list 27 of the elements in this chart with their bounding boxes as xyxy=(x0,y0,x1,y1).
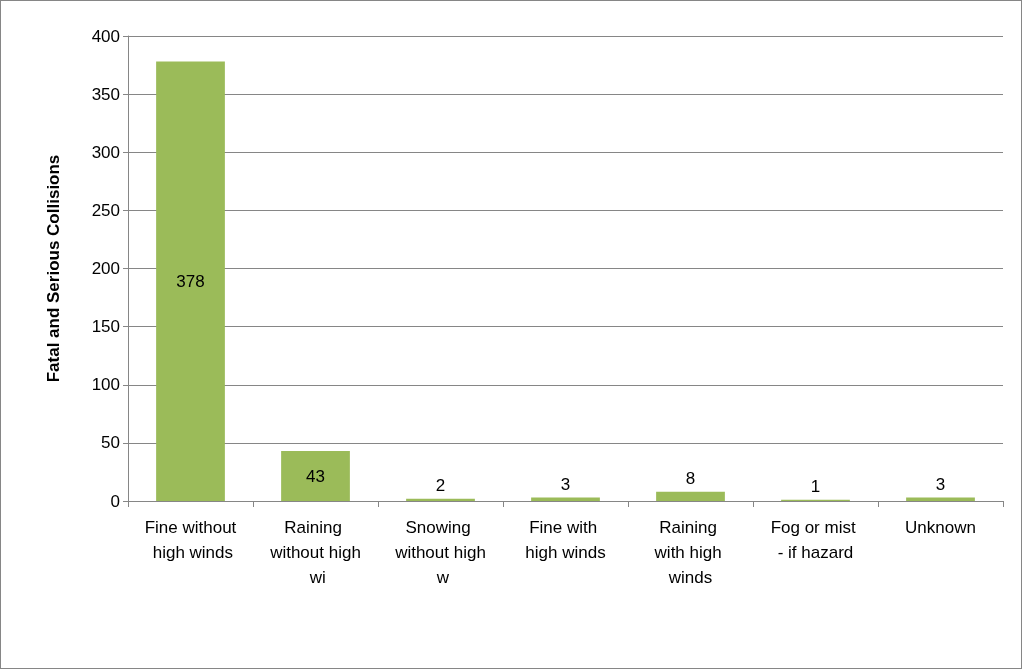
bar xyxy=(656,491,725,501)
x-tick-label: Snowing without high w xyxy=(394,518,486,587)
data-label: 43 xyxy=(306,466,325,486)
y-tick-label: 250 xyxy=(91,200,120,220)
y-tick-label: 50 xyxy=(101,433,120,453)
bar xyxy=(156,61,225,501)
x-tick-label: Raining with high winds xyxy=(653,518,727,587)
x-tick-label: Unknown xyxy=(905,518,976,537)
data-label: 3 xyxy=(935,474,946,494)
bar xyxy=(281,451,350,501)
data-label: 3 xyxy=(560,474,571,494)
data-label: 1 xyxy=(810,476,821,496)
y-tick-label: 300 xyxy=(91,142,120,162)
x-tick-label: Raining without high wi xyxy=(269,518,361,587)
x-tick-label: Fine with high winds xyxy=(525,518,606,562)
data-label: 8 xyxy=(685,468,696,488)
y-tick-label: 400 xyxy=(91,26,120,46)
data-label: 2 xyxy=(435,475,446,495)
y-tick-label: 150 xyxy=(91,317,120,337)
y-tick-label: 100 xyxy=(91,375,120,395)
x-tick-label: Fine without high winds xyxy=(144,518,237,562)
y-tick-label: 0 xyxy=(110,491,120,511)
y-tick-label: 200 xyxy=(91,259,120,278)
y-tick-label: 350 xyxy=(91,84,120,104)
x-tick-label: Fog or mist - if hazard xyxy=(770,518,861,562)
data-label: 378 xyxy=(176,271,205,291)
y-axis-title: Fatal and Serious Collisions xyxy=(44,154,63,383)
